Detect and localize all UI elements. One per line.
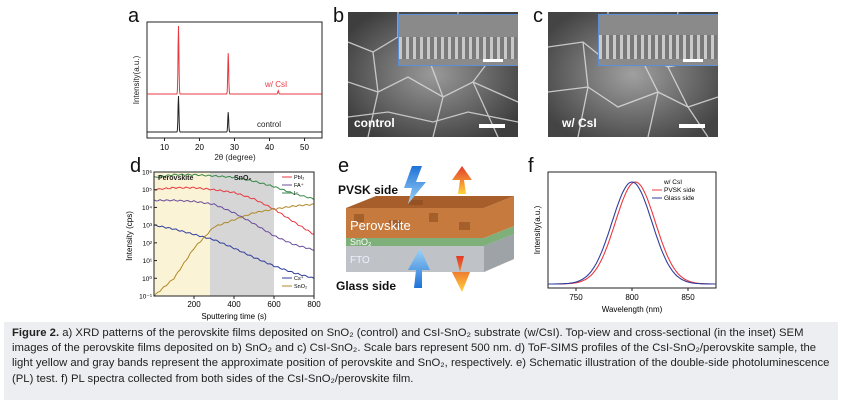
tofsims-chart: Perovskite SnO₂ PbI₂ FA⁺ I⁻ Cs⁺ SnO₂ 10⁶…	[125, 170, 321, 322]
tofsims-y-tick-label: 10⁵	[142, 187, 152, 194]
tofsims-series	[153, 173, 315, 297]
scale-bar	[679, 124, 705, 128]
sem-inset-csi	[598, 14, 718, 66]
caption-text: a) XRD patterns of the perovskite films …	[12, 327, 830, 385]
glass-side-label: Glass side	[336, 279, 396, 293]
xrd-x-ticks: 10 20 30 40 50	[160, 138, 309, 152]
panel-b-letter: b	[333, 5, 345, 27]
xrd-y-label: Intensity(a.u.)	[132, 55, 141, 104]
sem-image-control: control	[348, 12, 518, 137]
pl-legend-glass: Glass side	[664, 195, 695, 202]
sno2-band	[210, 172, 274, 296]
excitation-arrow-bottom-icon	[408, 248, 430, 288]
tofsims-y-tick-label: 10³	[143, 223, 153, 230]
tofsims-legend-bottom: Cs⁺ SnO₂	[282, 275, 307, 290]
tofsims-legend-top: PbI₂ FA⁺ I⁻	[282, 175, 304, 197]
layer-label-perovskite: Perovskite	[350, 218, 411, 233]
tofsims-series-line	[153, 173, 315, 201]
pl-x-tick-label: 800	[625, 293, 639, 302]
xrd-x-tick-label: 10	[160, 143, 169, 152]
tofsims-y-tick-label: 10⁻¹	[139, 294, 153, 301]
band-label-perovskite: Perovskite	[158, 175, 194, 182]
fto-layer	[346, 234, 514, 272]
tofsims-series-line	[153, 199, 315, 251]
pl-series-pvsk	[548, 181, 716, 285]
tofsims-y-tick-label: 10⁴	[142, 205, 152, 212]
tofsims-x-tick-label: 200	[187, 300, 201, 309]
excitation-arrow-top-icon	[404, 166, 426, 204]
pl-y-label: Intensity(a.u.)	[533, 205, 542, 254]
xrd-x-tick-label: 40	[265, 143, 274, 152]
tofsims-series-line	[153, 224, 315, 279]
legend-sno2: SnO₂	[294, 284, 307, 290]
sem-image-csi: w/ CsI	[548, 12, 718, 137]
legend-iodide: I⁻	[294, 191, 299, 197]
xrd-x-tick-label: 20	[195, 143, 204, 152]
emission-arrow-top-icon	[452, 166, 472, 194]
pl-x-label: Wavelength (nm)	[602, 305, 663, 314]
double-side-pl-schematic: Perovskite SnO₂ FTO PVSK side Glass side	[336, 166, 514, 293]
panel-d-letter: d	[130, 155, 142, 177]
pl-x-tick-label: 850	[681, 293, 695, 302]
xrd-series-control	[147, 95, 322, 133]
tofsims-x-tick-label: 600	[267, 300, 281, 309]
perovskite-band	[154, 172, 210, 296]
xrd-chart: w/ CsI control 10 20 30 40 50 2θ (degree) In…	[132, 21, 323, 162]
pl-series-glass	[548, 181, 716, 285]
tofsims-series-line	[153, 186, 315, 235]
pvsk-side-label: PVSK side	[338, 183, 398, 197]
emission-arrow-bottom-icon	[452, 256, 470, 292]
layer-label-fto: FTO	[350, 255, 370, 266]
panel-e-letter: e	[338, 155, 350, 177]
tofsims-y-tick-label: 10⁰	[142, 275, 152, 283]
figure-caption: Figure 2. a) XRD patterns of the perovsk…	[4, 322, 838, 400]
xrd-x-label: 2θ (degree)	[214, 153, 256, 162]
panel-a-letter: a	[128, 5, 140, 27]
pl-x-tick-label: 750	[569, 293, 583, 302]
sem-label-control: control	[354, 116, 395, 130]
legend-cs: Cs⁺	[294, 275, 304, 282]
legend-pbi2: PbI₂	[294, 175, 304, 181]
tofsims-series-line	[153, 203, 315, 297]
tofsims-x-label: Sputtering time (s)	[201, 312, 267, 321]
tofsims-y-label: Intensity (cps)	[125, 211, 134, 261]
sem-label-csi: w/ CsI	[562, 116, 597, 130]
tofsims-y-tick-label: 10⁶	[142, 170, 152, 177]
pl-legend-pvsk: PVSK side	[664, 187, 695, 194]
xrd-legend-control: control	[257, 120, 281, 129]
figure-number: Figure 2.	[12, 327, 60, 339]
panel-f-letter: f	[528, 155, 534, 177]
xrd-series-csi	[147, 25, 322, 95]
scale-bar	[479, 124, 505, 128]
tofsims-x-tick-label: 800	[307, 300, 321, 309]
tofsims-y-ticks: 10⁶ 10⁵ 10⁴ 10³ 10² 10¹ 10⁰ 10⁻¹	[139, 170, 157, 301]
xrd-legend-csi: w/ CsI	[264, 80, 287, 89]
tofsims-y-tick-label: 10²	[143, 240, 153, 247]
xrd-x-tick-label: 30	[230, 143, 239, 152]
tofsims-x-tick-label: 400	[227, 300, 241, 309]
tofsims-y-tick-label: 10¹	[143, 258, 153, 265]
pl-legend-title: w/ CsI	[663, 179, 682, 186]
tofsims-x-ticks: 200 400 600 800	[187, 296, 321, 309]
xrd-x-tick-label: 50	[300, 143, 309, 152]
legend-fa: FA⁺	[294, 182, 304, 189]
pl-x-ticks: 750 800 850	[569, 288, 695, 302]
sno2-layer	[346, 226, 514, 246]
sem-inset-control	[398, 14, 518, 66]
band-label-sno2: SnO₂	[234, 175, 252, 182]
pl-spectra-chart: w/ CsI PVSK side Glass side 750 800 850 Wa…	[533, 171, 717, 314]
panel-c-letter: c	[533, 5, 543, 27]
layer-label-sno2: SnO₂	[350, 237, 372, 247]
